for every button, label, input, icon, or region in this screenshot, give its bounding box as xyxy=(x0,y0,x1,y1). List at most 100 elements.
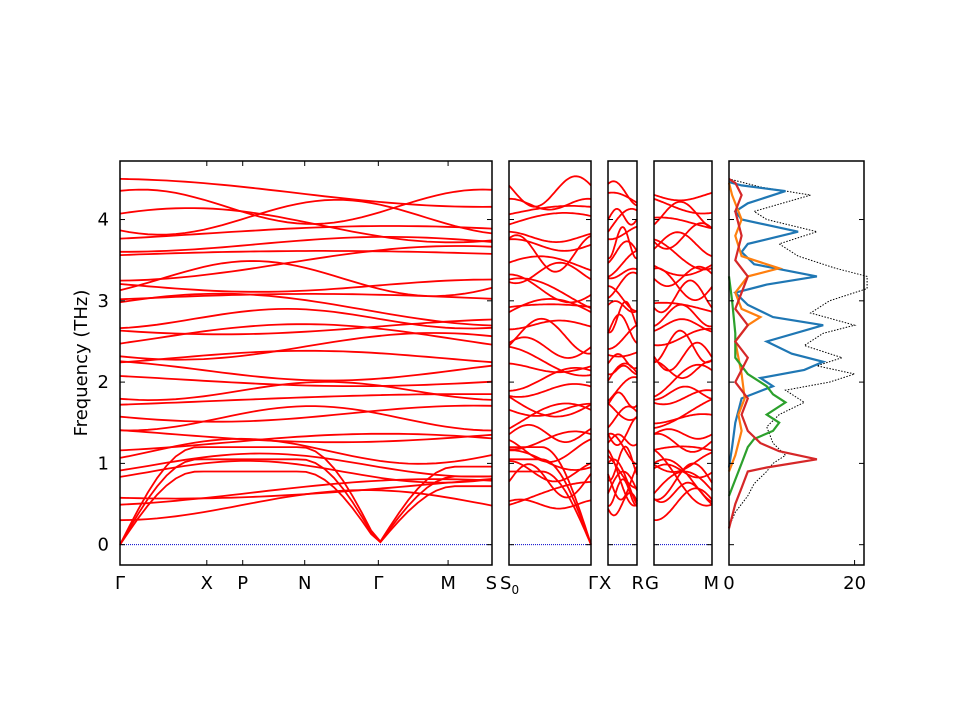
dos-series-line xyxy=(727,276,788,497)
band-line xyxy=(119,478,493,506)
band-line xyxy=(120,236,493,253)
band-line xyxy=(508,205,592,216)
band-line xyxy=(607,455,638,490)
band-line xyxy=(509,273,592,304)
band-line xyxy=(119,250,493,256)
band-line xyxy=(653,329,713,364)
dos-panel-frame xyxy=(728,160,865,566)
band-line xyxy=(653,487,713,521)
band-line xyxy=(119,332,493,361)
band-line xyxy=(607,433,638,447)
band-line xyxy=(607,267,638,280)
band-line xyxy=(653,451,713,473)
band-line xyxy=(608,324,638,350)
band-line xyxy=(607,449,638,507)
band-line xyxy=(607,432,638,466)
band-panel-4 xyxy=(653,160,713,566)
band-line xyxy=(509,470,592,546)
dos-series-line xyxy=(727,181,827,468)
band-line xyxy=(119,460,493,484)
band-line xyxy=(653,428,713,440)
band-line xyxy=(653,463,713,479)
band-line xyxy=(607,415,638,446)
band-line xyxy=(119,405,493,432)
band-line xyxy=(653,265,713,287)
x-tick-label: G xyxy=(645,573,659,594)
band-line xyxy=(508,255,592,272)
band-line xyxy=(653,222,713,250)
band-line xyxy=(508,261,592,285)
band-line xyxy=(653,449,713,507)
band-line xyxy=(653,363,713,398)
band-line xyxy=(508,345,592,377)
band-line xyxy=(653,231,713,257)
band-line xyxy=(653,432,713,453)
x-tick-label: S xyxy=(486,573,497,594)
y-axis-label: Frequency (THz) xyxy=(71,290,92,437)
band-line xyxy=(653,238,713,271)
band-line xyxy=(653,192,713,202)
band-line xyxy=(119,458,492,546)
x-tick-label: M xyxy=(440,573,456,594)
y-tick-label: 3 xyxy=(98,291,109,312)
band-line xyxy=(119,404,493,423)
band-line xyxy=(508,212,592,226)
band-line xyxy=(607,208,638,226)
x-tick-label: P xyxy=(237,573,248,594)
band-line xyxy=(508,238,592,252)
y-tick-label: 2 xyxy=(98,372,109,393)
band-panel-1 xyxy=(119,160,493,566)
band-line xyxy=(508,383,592,398)
x-tick-label: R xyxy=(631,573,644,594)
band-line xyxy=(119,446,492,546)
x-tick-label: Γ xyxy=(373,573,383,594)
band-line xyxy=(119,318,493,336)
band-line xyxy=(508,395,592,418)
band-line xyxy=(119,381,493,402)
band-line xyxy=(653,481,713,504)
x-tick-label-subscript: 0 xyxy=(511,583,519,597)
band-line xyxy=(119,375,493,387)
band-line xyxy=(607,191,638,204)
band-line xyxy=(508,463,592,499)
dos-series-line xyxy=(728,178,868,527)
band-line xyxy=(508,362,592,374)
band-line xyxy=(119,432,493,452)
band-line xyxy=(653,216,713,230)
x-tick-label-main: S xyxy=(500,573,511,594)
band-line xyxy=(508,430,592,451)
band-line xyxy=(508,424,592,443)
band-line xyxy=(607,351,638,358)
band-line xyxy=(607,491,638,517)
band-line xyxy=(508,481,591,506)
band-line xyxy=(653,413,713,425)
dos-series-line xyxy=(727,177,818,529)
band-line xyxy=(508,402,591,417)
band-line xyxy=(653,360,713,379)
x-tick-label: N xyxy=(298,573,311,594)
band-line xyxy=(607,402,638,421)
y-tick-label: 1 xyxy=(98,453,109,474)
band-line xyxy=(607,240,638,264)
band-line xyxy=(119,207,493,244)
band-line xyxy=(608,285,637,313)
band-line xyxy=(119,349,493,364)
dos-series-line xyxy=(727,182,784,472)
band-line xyxy=(508,175,592,208)
band-line xyxy=(653,200,713,229)
x-tick-label: M xyxy=(703,573,719,594)
x-tick-label: Γ xyxy=(588,573,598,594)
band-line xyxy=(508,319,592,331)
band-line xyxy=(119,360,493,382)
band-line xyxy=(119,225,493,240)
band-line xyxy=(653,303,713,328)
band-line xyxy=(607,313,638,344)
band-line xyxy=(119,278,493,293)
band-line xyxy=(119,292,493,327)
band-line xyxy=(607,376,638,402)
band-line xyxy=(119,188,493,225)
band-line xyxy=(119,260,493,298)
band-line xyxy=(508,449,592,471)
